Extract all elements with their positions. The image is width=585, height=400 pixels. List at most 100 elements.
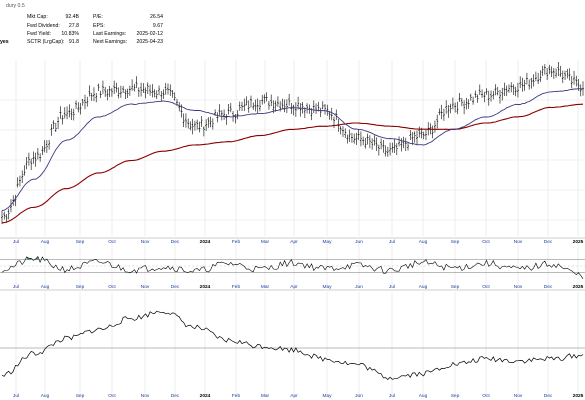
price-bar	[458, 92, 461, 102]
price-bar	[548, 64, 551, 75]
grid	[0, 60, 585, 396]
price-bar	[54, 122, 57, 132]
price-bar	[66, 106, 69, 120]
price-bar	[294, 102, 297, 117]
price-bar	[514, 86, 517, 97]
price-bar	[460, 98, 463, 107]
price-bar	[505, 85, 508, 97]
price-bar	[263, 94, 266, 104]
price-bar	[541, 65, 544, 77]
price-bar	[216, 112, 219, 123]
price-bar	[546, 68, 549, 81]
price-bar	[146, 82, 149, 95]
x-tick-label: Aug	[41, 284, 50, 290]
price-bar	[88, 85, 91, 97]
x-tick-label: Jul	[389, 239, 395, 245]
ma-long-line	[1, 103, 584, 224]
price-bar	[359, 131, 362, 147]
price-bar	[516, 82, 519, 98]
price-bar	[303, 107, 306, 119]
price-bar	[97, 83, 100, 92]
price-bar	[36, 148, 39, 160]
x-tick-label: Jun	[355, 393, 363, 399]
x-tick-label: Aug	[41, 239, 50, 245]
price-bar	[167, 83, 169, 95]
ma-short-line	[1, 88, 584, 211]
price-bar	[32, 151, 35, 164]
x-tick-label: Feb	[232, 393, 241, 399]
price-bar	[158, 85, 161, 96]
price-bar	[436, 114, 439, 129]
price-bar	[90, 92, 93, 101]
stat-mktcap-label: Mkt Cap:	[27, 14, 48, 20]
x-tick-label: Sep	[76, 284, 85, 290]
price-bar	[315, 103, 318, 114]
price-bar	[202, 126, 205, 137]
price-bar	[373, 135, 376, 146]
price-bar	[348, 129, 351, 142]
price-bar	[566, 68, 569, 79]
price-bar	[220, 110, 223, 121]
x-tick-label: 2024	[200, 284, 211, 290]
stat-next-earnings-label: Next Earnings:	[93, 39, 128, 45]
price-bar	[243, 98, 246, 112]
stat-fwd-yield-label: Fwd Yield:	[27, 31, 51, 37]
price-bar	[110, 87, 113, 97]
price-bar	[169, 84, 172, 96]
price-bar	[550, 66, 553, 78]
price-bar	[223, 109, 226, 120]
price-bar	[70, 108, 73, 121]
price-bar	[133, 83, 136, 92]
price-bar	[539, 70, 542, 82]
price-bar	[476, 94, 479, 103]
price-bar	[433, 120, 436, 133]
price-bar	[312, 100, 315, 113]
x-tick-label: Dec	[544, 284, 553, 290]
price-bar	[117, 87, 120, 99]
price-bar	[209, 116, 212, 128]
price-bar	[25, 157, 28, 170]
price-bar	[238, 101, 241, 111]
oscillator-panel	[0, 256, 585, 279]
overbought-fill	[26, 256, 32, 260]
stat-last-earnings-label: Last Earnings:	[93, 31, 127, 37]
price-bar	[75, 100, 78, 109]
price-bar	[77, 102, 80, 113]
x-tick-label: Nov	[514, 393, 523, 399]
price-bar	[561, 70, 564, 84]
x-tick-label: Aug	[419, 239, 428, 245]
x-tick-label: Sep	[76, 393, 85, 399]
price-bar	[288, 93, 291, 106]
chart-subtitle: dury 0.5	[6, 3, 25, 9]
x-tick-label: Jul	[13, 239, 19, 245]
price-bar	[270, 94, 273, 107]
price-bar	[200, 115, 203, 127]
x-tick-label: Jun	[355, 239, 363, 245]
stat-fwd-dividend-label: Fwd Dividend:	[27, 23, 60, 29]
price-bar	[310, 108, 313, 121]
price-bar	[575, 75, 578, 87]
price-bar	[45, 140, 48, 153]
price-bar	[142, 83, 145, 94]
price-bar	[353, 133, 356, 144]
x-tick-label: Nov	[514, 284, 523, 290]
price-bar	[104, 86, 107, 97]
price-bar	[413, 131, 416, 143]
price-bar	[357, 129, 360, 141]
x-tick-label: Apr	[290, 393, 298, 399]
price-bar	[386, 146, 389, 157]
price-bar	[229, 103, 232, 113]
price-bar	[234, 114, 237, 124]
price-bar	[187, 118, 190, 129]
price-bar	[391, 142, 394, 153]
price-bar	[447, 104, 450, 118]
price-bar	[499, 89, 501, 104]
price-bar	[389, 142, 392, 156]
price-bar	[7, 208, 10, 220]
price-bar	[344, 128, 347, 139]
x-tick-label: Sep	[451, 284, 460, 290]
price-bar	[485, 88, 488, 95]
price-bar	[23, 165, 26, 176]
price-bar	[431, 125, 434, 139]
x-tick-label: Apr	[290, 284, 298, 290]
